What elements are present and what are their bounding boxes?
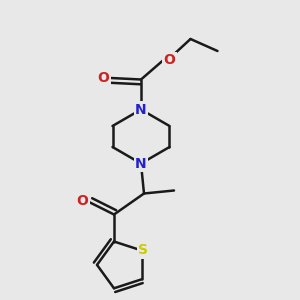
Text: S: S (138, 243, 148, 257)
Text: O: O (164, 53, 175, 67)
Text: N: N (135, 157, 147, 170)
Text: N: N (135, 103, 147, 116)
Text: O: O (76, 194, 88, 208)
Text: O: O (98, 71, 110, 85)
